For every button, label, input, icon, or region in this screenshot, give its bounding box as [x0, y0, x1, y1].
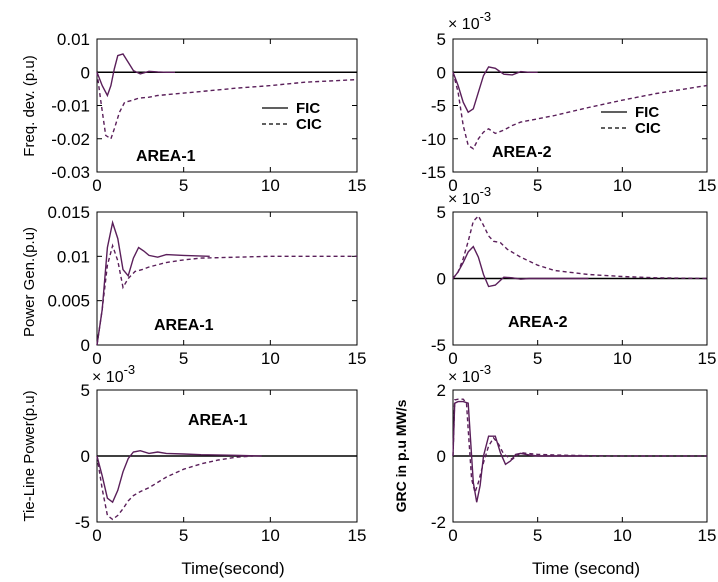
axis-exponent: × 10-3 [448, 362, 491, 386]
x-tick-label: 10 [613, 349, 632, 368]
y-tick-label: 0 [81, 336, 90, 355]
area-annotation: AREA-1 [136, 148, 196, 165]
x-tick-label: 0 [92, 349, 101, 368]
legend-entry: CIC [296, 116, 322, 133]
x-tick-label: 10 [613, 176, 632, 195]
y-tick-label: 0 [437, 63, 446, 82]
x-tick-label: 0 [448, 176, 457, 195]
x-tick-label: 15 [698, 349, 717, 368]
exponent-power: -3 [480, 362, 492, 377]
y-tick-label: 0 [437, 270, 446, 289]
y-tick-label: -15 [421, 163, 446, 182]
series-line-cic [96, 72, 358, 140]
x-axis-label: Time (second) [532, 559, 640, 578]
area-annotation: AREA-1 [188, 412, 248, 429]
x-tick-label: 15 [348, 176, 367, 195]
y-tick-label: 5 [437, 203, 446, 222]
x-tick-label: 5 [179, 176, 188, 195]
x-tick-label: 0 [92, 526, 101, 545]
x-tick-label: 15 [698, 176, 717, 195]
x-tick-label: 10 [261, 349, 280, 368]
y-axis-label: Freq. dev. (p.u) [21, 55, 38, 156]
legend-entry: FIC [635, 104, 659, 121]
y-tick-label: 0 [81, 63, 90, 82]
y-tick-label: 5 [81, 381, 90, 400]
x-tick-label: 5 [179, 349, 188, 368]
x-tick-label: 5 [179, 526, 188, 545]
x-tick-label: 0 [92, 176, 101, 195]
y-tick-label: -10 [421, 130, 446, 149]
x-tick-label: 5 [533, 176, 542, 195]
axis-exponent: × 10-3 [92, 362, 135, 386]
axis-exponent: × 10-3 [448, 9, 491, 33]
series-line-fic [96, 53, 175, 98]
y-tick-label: -5 [431, 97, 446, 116]
area-annotation: AREA-2 [492, 144, 552, 161]
y-tick-label: -0.01 [51, 97, 90, 116]
y-tick-label: 0.015 [47, 203, 90, 222]
series-line-cic [452, 398, 707, 495]
x-tick-label: 5 [533, 526, 542, 545]
plot-frame [96, 211, 358, 346]
exponent-base: × 10 [92, 369, 124, 386]
exponent-base: × 10 [448, 16, 480, 33]
x-tick-label: 15 [348, 349, 367, 368]
exponent-power: -3 [480, 9, 492, 24]
x-tick-label: 10 [261, 176, 280, 195]
legend-entry: FIC [296, 100, 320, 117]
axis-exponent: × 10-3 [448, 184, 491, 208]
x-tick-label: 10 [613, 526, 632, 545]
x-tick-label: 15 [348, 526, 367, 545]
area-annotation: AREA-2 [508, 314, 568, 331]
chart-panel-3: 0 5 10 15 0.015 0.01 0.005 0 AREA-1 Power Gen.(p.… [21, 203, 366, 368]
x-tick-label: 10 [261, 526, 280, 545]
x-tick-label: 0 [448, 526, 457, 545]
exponent-base: × 10 [448, 191, 480, 208]
y-axis-label: Tie-Line Power(p.u) [21, 390, 38, 521]
y-tick-label: -0.03 [51, 163, 90, 182]
series-line-fic [452, 400, 589, 503]
exponent-base: × 10 [448, 369, 480, 386]
legend-entry: CIC [635, 120, 661, 137]
y-tick-label: 0.005 [47, 292, 90, 311]
series-line-cic [96, 455, 254, 521]
y-tick-label: 0 [437, 447, 446, 466]
x-tick-label: 0 [448, 349, 457, 368]
y-tick-label: 5 [437, 30, 446, 49]
exponent-power: -3 [480, 184, 492, 199]
series-line-fic [452, 245, 589, 288]
area-annotation: AREA-1 [154, 317, 214, 334]
exponent-power: -3 [124, 362, 136, 377]
y-tick-label: -2 [431, 513, 446, 532]
series-line-cic [452, 72, 708, 150]
y-tick-label: -0.02 [51, 130, 90, 149]
x-tick-label: 15 [698, 526, 717, 545]
series-line-fic [96, 219, 210, 346]
y-tick-label: 0.01 [57, 30, 90, 49]
series-line-fic [452, 66, 538, 114]
x-axis-label: Time(second) [181, 559, 284, 578]
x-tick-label: 5 [533, 349, 542, 368]
series-line-cic [452, 214, 708, 280]
y-tick-label: -5 [431, 336, 446, 355]
y-axis-label: Power Gen.(p.u) [21, 227, 38, 337]
y-axis-label: GRC in p.u MW/s [393, 399, 409, 512]
y-tick-label: 0 [81, 447, 90, 466]
series-line-cic [96, 243, 357, 346]
y-tick-label: -5 [75, 513, 90, 532]
series-line-fic [96, 449, 262, 504]
y-tick-label: 2 [437, 381, 446, 400]
y-tick-label: 0.01 [57, 247, 90, 266]
